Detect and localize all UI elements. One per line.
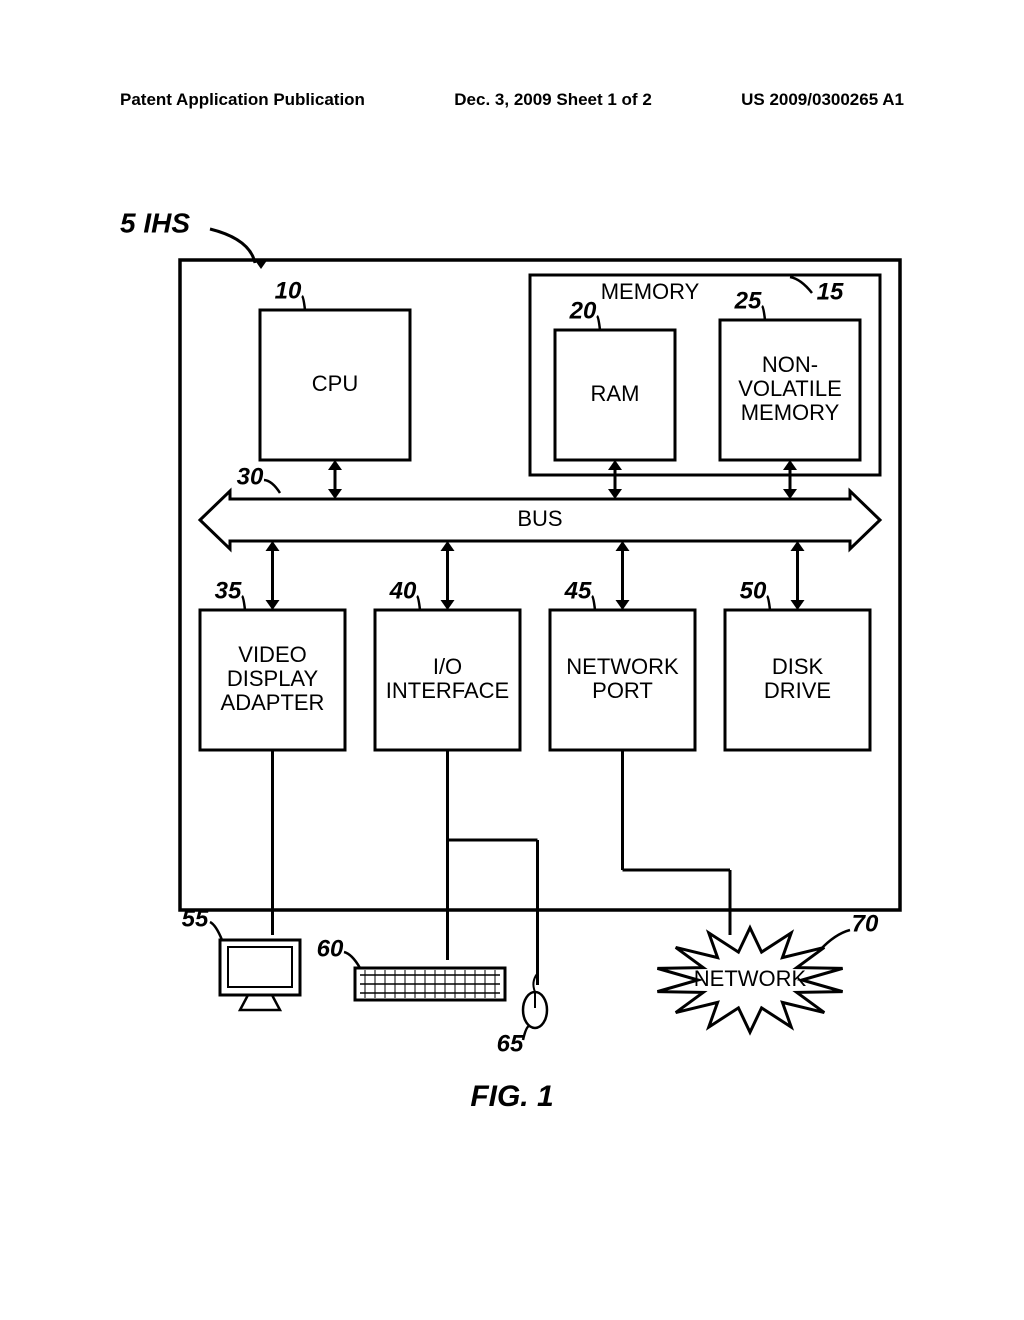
- svg-text:60: 60: [317, 935, 344, 962]
- svg-text:RAM: RAM: [591, 381, 640, 406]
- svg-text:35: 35: [215, 577, 242, 604]
- svg-text:65: 65: [497, 1030, 524, 1057]
- svg-text:70: 70: [852, 910, 879, 937]
- svg-text:45: 45: [564, 577, 592, 604]
- svg-text:PORT: PORT: [592, 678, 653, 703]
- svg-text:5 IHS: 5 IHS: [120, 207, 190, 238]
- svg-text:I/O: I/O: [433, 654, 462, 679]
- svg-text:55: 55: [182, 905, 209, 932]
- svg-text:NETWORK: NETWORK: [566, 654, 679, 679]
- svg-text:MEMORY: MEMORY: [741, 400, 840, 425]
- header-right: US 2009/0300265 A1: [741, 90, 904, 110]
- header-center: Dec. 3, 2009 Sheet 1 of 2: [454, 90, 652, 110]
- svg-text:15: 15: [817, 278, 844, 305]
- svg-text:30: 30: [237, 463, 264, 490]
- svg-text:40: 40: [389, 577, 417, 604]
- svg-text:10: 10: [275, 277, 302, 304]
- figure-caption: FIG. 1: [0, 1080, 1024, 1114]
- svg-text:BUS: BUS: [517, 506, 562, 531]
- svg-text:NETWORK: NETWORK: [694, 966, 807, 991]
- svg-text:MEMORY: MEMORY: [601, 279, 700, 304]
- svg-text:50: 50: [740, 577, 767, 604]
- page-header: Patent Application Publication Dec. 3, 2…: [0, 90, 1024, 110]
- svg-text:VOLATILE: VOLATILE: [738, 376, 842, 401]
- svg-text:DISK: DISK: [772, 654, 824, 679]
- diagram-figure: 5 IHSMEMORY15CPU10RAM20NON-VOLATILEMEMOR…: [0, 180, 1024, 1180]
- svg-text:CPU: CPU: [312, 371, 358, 396]
- svg-text:20: 20: [569, 297, 597, 324]
- svg-text:INTERFACE: INTERFACE: [386, 678, 509, 703]
- svg-text:VIDEO: VIDEO: [238, 642, 306, 667]
- svg-text:DRIVE: DRIVE: [764, 678, 831, 703]
- svg-text:ADAPTER: ADAPTER: [221, 690, 325, 715]
- svg-text:NON-: NON-: [762, 352, 818, 377]
- svg-text:DISPLAY: DISPLAY: [227, 666, 319, 691]
- header-left: Patent Application Publication: [120, 90, 365, 110]
- svg-text:25: 25: [734, 287, 762, 314]
